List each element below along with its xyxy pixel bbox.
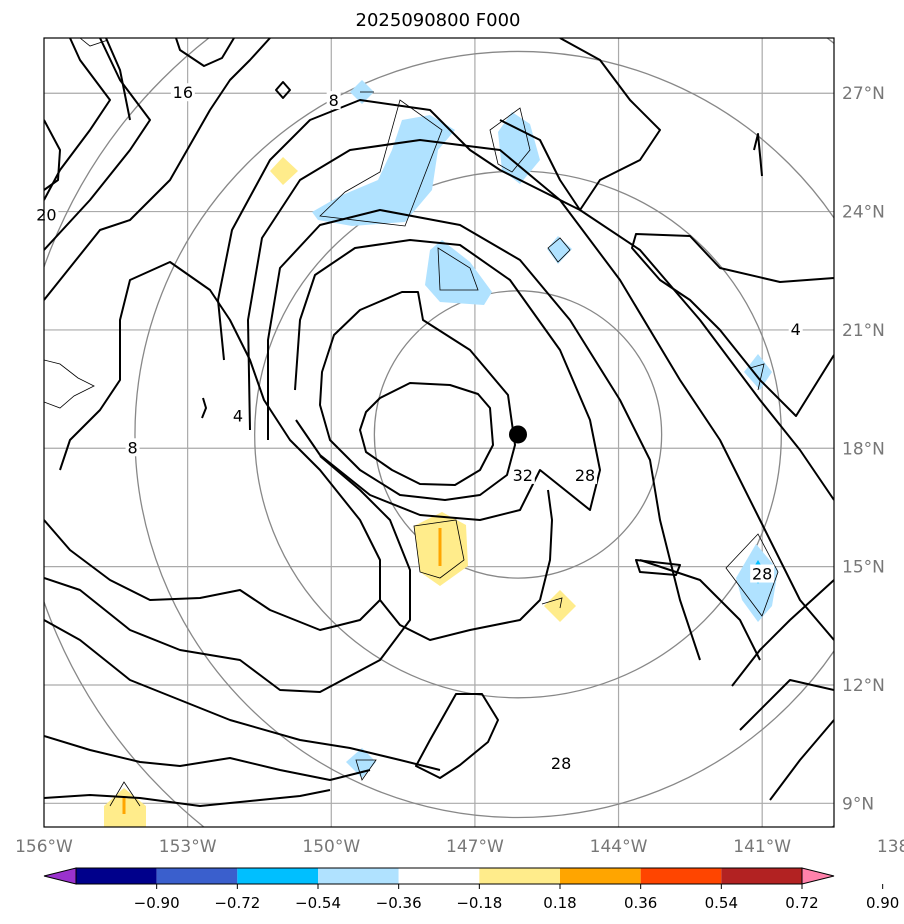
colorbar-frame (75, 867, 803, 885)
colorbar-segment (318, 868, 399, 884)
contour-label: 8 (329, 91, 339, 110)
colorbar-tick-label: −0.18 (456, 894, 502, 912)
blue-shading-center-north (425, 240, 492, 305)
lon-tick-label: 141°W (733, 837, 791, 857)
map-frame (43, 37, 835, 828)
lat-tick-label: 15°N (842, 558, 885, 578)
contour-label-bg (510, 465, 535, 484)
contour-label-bg (901, 164, 904, 183)
contour-label-bg (573, 465, 598, 484)
colorbar-extend-high (801, 867, 835, 885)
yellow-shading-north (270, 157, 298, 185)
contour-label: 28 (752, 565, 772, 584)
contour-label-bg (788, 319, 803, 338)
contour-label-bg (750, 564, 775, 583)
lon-tick-label: 156°W (15, 837, 73, 857)
contour-label: 16 (173, 83, 193, 102)
contour-label: 28 (551, 754, 571, 773)
lat-tick-label: 18°N (842, 439, 885, 459)
blue-shading-northeast (498, 112, 540, 184)
lon-tick-label: 138°W (877, 837, 904, 857)
contour-label: 8 (127, 438, 137, 457)
lat-tick-label: 21°N (842, 321, 885, 341)
colorbar-tick-label: 0.72 (785, 894, 818, 912)
colorbar-segment (156, 868, 238, 884)
contour-label: 32 (513, 466, 533, 485)
colorbar-tick-label: −0.36 (376, 894, 422, 912)
colorbar-segment (237, 868, 318, 884)
lon-tick-label: 150°W (302, 837, 360, 857)
colorbar-segment (721, 868, 802, 884)
lat-tick-label: 9°N (842, 794, 874, 814)
thick-contours (44, 38, 834, 807)
colorbar-tick-label: −0.54 (295, 894, 341, 912)
blue-shading-north (312, 115, 455, 226)
contour-labels: 32282828448881620 (34, 83, 904, 773)
latitude-labels: 9°N 12°N 15°N 18°N 21°N 24°N 27°N (842, 84, 885, 814)
lon-tick-label: 144°W (590, 837, 648, 857)
lon-tick-label: 147°W (446, 837, 504, 857)
colorbar-tick-label: 0.54 (705, 894, 738, 912)
storm-center-marker (509, 425, 527, 444)
colorbar-segment (398, 868, 480, 884)
blue-shading-east-edge (744, 354, 772, 390)
lat-tick-label: 12°N (842, 676, 885, 696)
contour-label: 28 (575, 466, 595, 485)
colorbar-tick-label: −0.90 (134, 894, 180, 912)
blue-shading-east-small (547, 236, 572, 264)
contour-label-bg (549, 753, 574, 772)
colorbar-tick-label: 0.90 (866, 894, 899, 912)
longitude-labels: 156°W 153°W 150°W 147°W 144°W 141°W 138°W (15, 837, 904, 857)
lat-tick-label: 24°N (842, 203, 885, 223)
lon-tick-label: 153°W (159, 837, 217, 857)
colorbar-segment (560, 868, 641, 884)
colorbar-tick-label: 0.18 (543, 894, 576, 912)
colorbar: −0.90 −0.72 −0.54 −0.36 −0.18 0.18 0.36 0.54 0.7… (43, 867, 899, 912)
colorbar-segment (479, 868, 560, 884)
contour-label-bg (170, 83, 195, 102)
contour-label-bg (230, 406, 245, 425)
contour-label: 4 (791, 320, 801, 339)
contour-label: 20 (36, 206, 56, 225)
colorbar-segment (76, 868, 157, 884)
contour-label-bg (34, 205, 59, 224)
colorbar-extend-low (43, 867, 77, 885)
colorbar-tick-label: −0.72 (214, 894, 260, 912)
contour-label: 4 (233, 407, 243, 426)
chart-title: 2025090800 F000 (356, 10, 521, 31)
contour-label-bg (326, 91, 341, 110)
colorbar-segment (640, 868, 722, 884)
range-ring (134, 50, 834, 819)
contour-label-bg (125, 438, 140, 457)
blue-shading-southeast (736, 544, 778, 622)
colorbar-tick-label: 0.36 (624, 894, 657, 912)
lat-tick-label: 27°N (842, 84, 885, 104)
